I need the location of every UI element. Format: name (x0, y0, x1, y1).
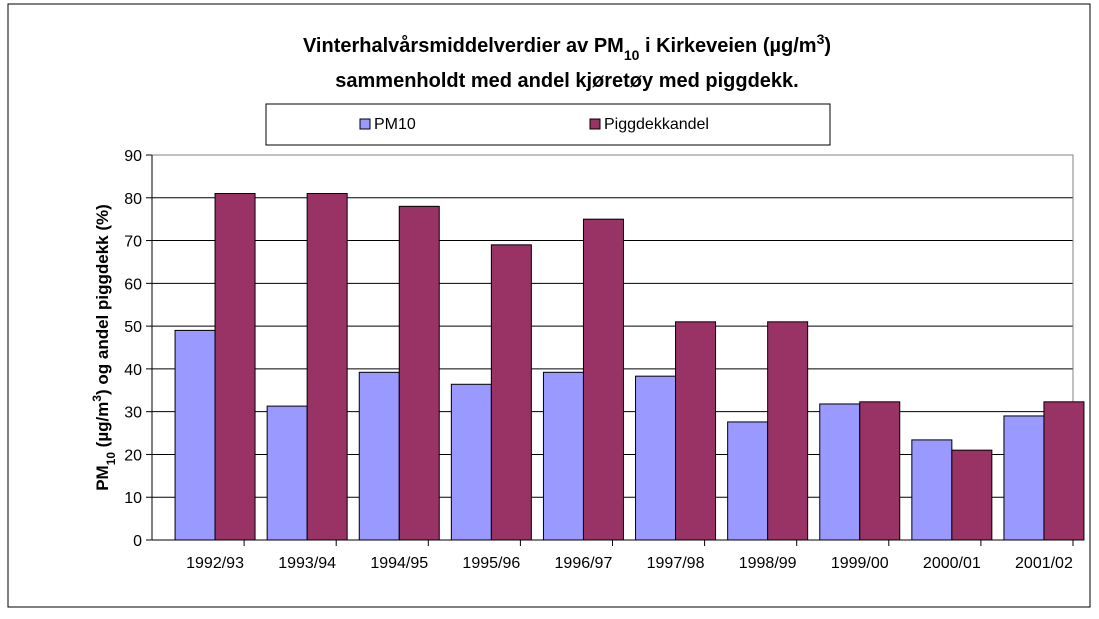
text-part: 10 (104, 452, 118, 466)
bar (358, 371, 400, 541)
legend-label: PM10 (374, 116, 416, 133)
legend-swatch (359, 118, 371, 130)
bar (635, 375, 677, 541)
y-axis-label: PM10 (µg/m3) og andel piggdekk (%) (90, 204, 118, 491)
text-part: i Kirkeveien (µg/m (639, 35, 816, 57)
y-tick-label: 60 (124, 276, 142, 293)
chart-subtitle: sammenholdt med andel kjøretøy med piggd… (335, 70, 798, 92)
x-tick-label: 1996/97 (555, 555, 613, 572)
x-tick-label: 1993/94 (278, 555, 336, 572)
x-tick-label: 1998/99 (739, 555, 797, 572)
bar (727, 421, 769, 541)
bar (306, 193, 348, 541)
bar (859, 401, 901, 541)
y-tick-label: 90 (124, 148, 142, 165)
x-tick-label: 1995/96 (462, 555, 520, 572)
bar (767, 321, 809, 541)
text-part: 3 (817, 31, 825, 47)
x-tick-label: 2000/01 (923, 555, 981, 572)
bar (1043, 401, 1085, 541)
bar (214, 193, 256, 541)
x-tick-label: 1999/00 (831, 555, 889, 572)
legend-label: Piggdekkandel (604, 116, 709, 133)
y-tick-label: 50 (124, 319, 142, 336)
legend-box (265, 103, 831, 146)
text-part: Vinterhalvårsmiddelverdier av PM (303, 34, 624, 57)
bar (582, 218, 624, 541)
text-part: 10 (624, 47, 640, 63)
bar (542, 371, 584, 541)
x-tick-label: 2001/02 (1015, 555, 1073, 572)
bar (174, 329, 216, 541)
x-tick-label: 1992/93 (186, 555, 244, 572)
y-tick-label: 30 (124, 405, 142, 422)
y-tick-label: 10 (124, 490, 142, 507)
y-tick-label: 0 (133, 533, 142, 550)
y-tick-label: 70 (124, 234, 142, 251)
text-part: PM (93, 465, 112, 491)
text-part: ) (824, 35, 831, 57)
chart-title: Vinterhalvårsmiddelverdier av PM10 i Kir… (303, 31, 831, 63)
bar (951, 449, 993, 541)
text-part: 3 (90, 395, 104, 402)
bar (266, 405, 308, 541)
bar (911, 439, 953, 541)
text-part: ) og andel piggdekk (%) (93, 204, 112, 395)
bar (450, 383, 492, 541)
bar (675, 321, 717, 541)
bar (1003, 415, 1045, 541)
x-tick-label: 1997/98 (647, 555, 705, 572)
bar (819, 403, 861, 541)
x-tick-label: 1994/95 (370, 555, 428, 572)
y-tick-label: 40 (124, 362, 142, 379)
y-tick-label: 80 (124, 191, 142, 208)
bar (398, 205, 440, 541)
text-part: (µg/m (93, 402, 112, 452)
y-tick-label: 20 (124, 447, 142, 464)
legend-swatch (589, 118, 601, 130)
bar (490, 244, 532, 541)
